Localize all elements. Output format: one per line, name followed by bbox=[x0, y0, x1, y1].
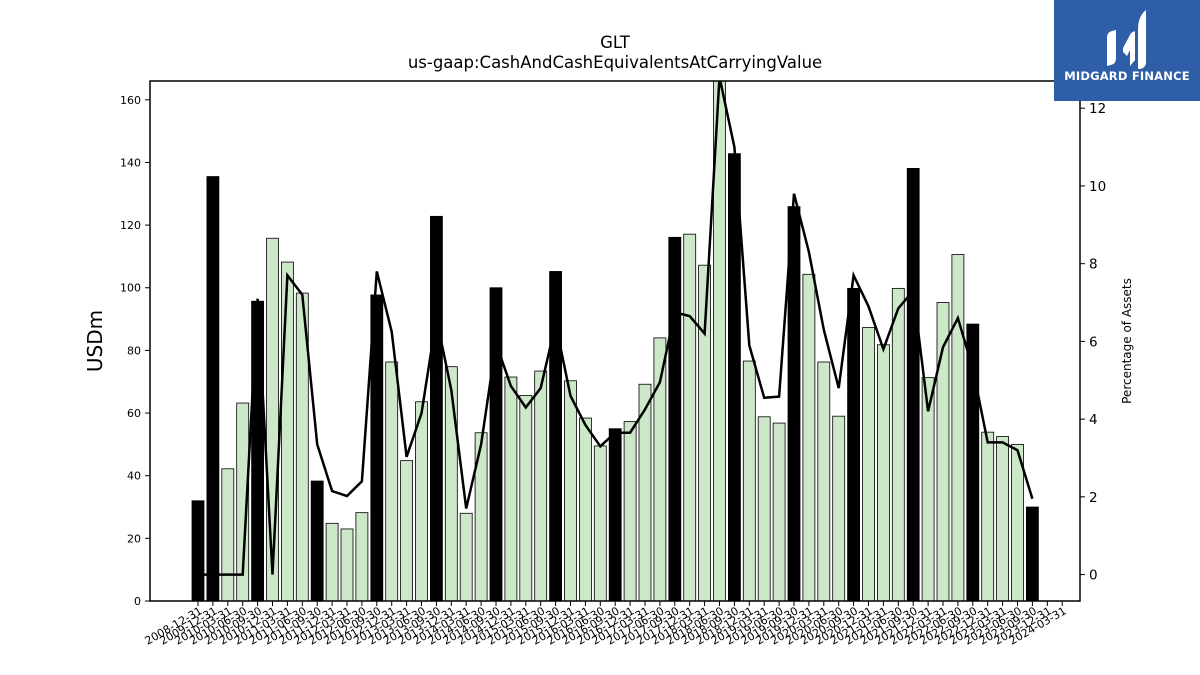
y2-tick-label: 0 bbox=[1089, 568, 1098, 584]
bar bbox=[191, 500, 205, 602]
bar bbox=[564, 380, 577, 602]
y-tick-label: 80 bbox=[127, 344, 141, 357]
bar bbox=[668, 236, 682, 602]
bar bbox=[981, 431, 995, 602]
bar bbox=[444, 366, 458, 602]
y2-tick-label: 6 bbox=[1089, 334, 1098, 350]
y-axis-right: 0 2 4 6 8 10 12 bbox=[1080, 101, 1106, 584]
line-path bbox=[198, 81, 1034, 576]
bar bbox=[415, 401, 428, 602]
bar bbox=[832, 415, 846, 602]
line-series bbox=[198, 81, 1034, 576]
brand-name: MIDGARD FINANCE bbox=[1064, 69, 1190, 83]
y-tick-label: 0 bbox=[134, 595, 141, 608]
bar bbox=[355, 512, 369, 602]
y-tick-label: 60 bbox=[127, 407, 141, 420]
y2-axis-label: Percentage of Assets bbox=[1120, 278, 1134, 404]
bar bbox=[728, 153, 741, 602]
bar bbox=[504, 376, 518, 602]
y-axis-label: USDm bbox=[83, 310, 107, 372]
bar bbox=[817, 361, 831, 602]
y2-tick-label: 10 bbox=[1089, 179, 1106, 195]
y-tick-label: 100 bbox=[120, 282, 141, 295]
bar bbox=[459, 512, 473, 602]
bar bbox=[310, 480, 324, 602]
bar bbox=[683, 233, 697, 602]
bar bbox=[742, 360, 756, 602]
midgard-m-logo-icon bbox=[1107, 10, 1146, 69]
y-tick-label: 140 bbox=[120, 156, 141, 169]
y-axis-left: 0 20 40 60 80 100 120 140 160 bbox=[120, 94, 150, 608]
midgard-finance-logo: MIDGARD FINANCE bbox=[1054, 0, 1200, 101]
bar bbox=[623, 421, 637, 602]
bar bbox=[593, 445, 607, 602]
y2-tick-label: 12 bbox=[1089, 101, 1106, 117]
chart-title: GLT bbox=[600, 33, 631, 52]
bar-series bbox=[191, 80, 1039, 602]
y2-tick-label: 4 bbox=[1089, 412, 1098, 428]
bar bbox=[757, 416, 771, 602]
x-axis: 2008-12-312009-12-312010-03-312010-06-30… bbox=[143, 601, 1069, 648]
bar bbox=[608, 428, 622, 602]
bar bbox=[579, 417, 592, 602]
y-tick-label: 160 bbox=[120, 94, 141, 107]
bar bbox=[325, 522, 339, 602]
bar bbox=[862, 327, 875, 602]
bar bbox=[489, 287, 503, 602]
bar bbox=[251, 300, 265, 602]
bar bbox=[385, 361, 399, 602]
bar bbox=[400, 460, 414, 602]
bar bbox=[266, 237, 279, 602]
bar bbox=[951, 254, 965, 602]
bar bbox=[906, 167, 920, 602]
bar bbox=[996, 436, 1009, 602]
bar bbox=[221, 468, 235, 602]
bar bbox=[802, 273, 816, 602]
bar bbox=[1026, 506, 1039, 602]
y-tick-label: 40 bbox=[127, 470, 141, 483]
bar bbox=[340, 528, 354, 602]
bar bbox=[847, 287, 860, 602]
y2-tick-label: 2 bbox=[1089, 490, 1098, 506]
y-tick-label: 20 bbox=[127, 532, 141, 545]
y-tick-label: 120 bbox=[120, 219, 141, 232]
y2-tick-label: 8 bbox=[1089, 257, 1098, 273]
bar bbox=[877, 344, 890, 602]
bar bbox=[534, 370, 548, 602]
bar bbox=[206, 176, 220, 602]
bar bbox=[549, 271, 562, 602]
bar bbox=[772, 422, 786, 602]
bar bbox=[280, 261, 294, 602]
bar bbox=[519, 395, 533, 602]
bar bbox=[429, 215, 443, 602]
bar bbox=[891, 287, 905, 602]
chart-subtitle: us-gaap:CashAndCashEquivalentsAtCarrying… bbox=[408, 53, 822, 72]
